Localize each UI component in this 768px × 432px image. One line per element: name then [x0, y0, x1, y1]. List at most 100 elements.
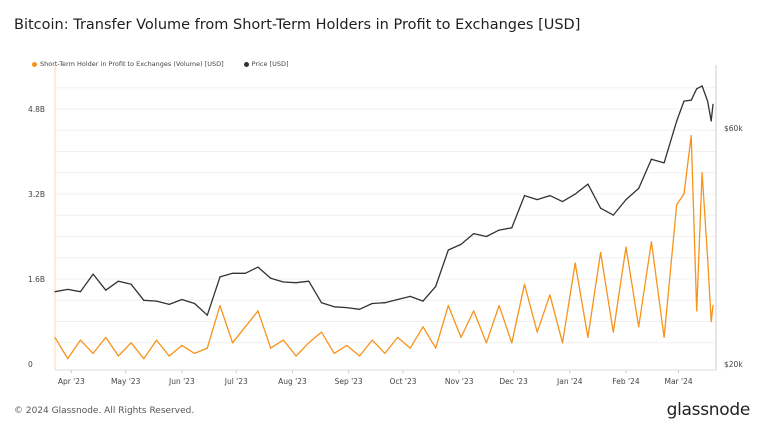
- glassnode-logo: glassnode: [666, 400, 751, 420]
- price-point: [473, 232, 475, 235]
- volume-point: [574, 262, 576, 264]
- volume-point: [523, 283, 526, 285]
- y-right-tick-label: $60k: [724, 124, 743, 133]
- price-point: [295, 282, 297, 284]
- volume-point: [295, 355, 297, 357]
- legend: Short-Term Holder in Profit to Exchanges…: [32, 60, 289, 68]
- volume-point: [67, 358, 69, 360]
- price-point: [638, 187, 640, 189]
- volume-point: [105, 336, 107, 339]
- x-tick-label: Jul '23: [224, 377, 248, 386]
- price-point: [485, 235, 488, 238]
- price-point: [498, 229, 500, 231]
- price-point: [358, 308, 361, 310]
- volume-point: [447, 304, 449, 307]
- volume-point: [561, 342, 564, 344]
- x-tick-label: Nov '23: [445, 377, 474, 386]
- price-point: [396, 298, 399, 301]
- volume-point: [333, 352, 335, 354]
- volume-point: [308, 342, 310, 344]
- volume-point: [435, 347, 437, 349]
- x-tick-label: Oct '23: [390, 377, 417, 386]
- volume-point: [54, 336, 56, 339]
- y-left-tick-label: 1.6B: [28, 275, 45, 284]
- y-left-tick-label: 4.8B: [28, 105, 45, 114]
- legend-item-volume[interactable]: Short-Term Holder in Profit to Exchanges…: [32, 60, 224, 68]
- volume-point: [498, 304, 500, 307]
- price-point: [371, 302, 373, 305]
- volume-point: [320, 331, 323, 333]
- volume-point: [257, 310, 259, 312]
- volume-point: [371, 339, 373, 341]
- volume-point: [282, 339, 284, 341]
- price-point: [625, 198, 627, 201]
- volume-point: [79, 339, 81, 341]
- x-tick-label: Apr '23: [58, 377, 85, 386]
- volume-point: [181, 344, 183, 347]
- price-point: [422, 300, 424, 302]
- volume-line: [54, 134, 714, 360]
- copyright: © 2024 Glassnode. All Rights Reserved.: [14, 406, 195, 416]
- volume-point: [143, 358, 145, 360]
- volume-point: [511, 342, 513, 344]
- price-point: [346, 307, 348, 309]
- price-point: [244, 272, 246, 274]
- volume-point: [696, 310, 698, 312]
- volume-point: [219, 304, 221, 307]
- price-point: [206, 314, 208, 316]
- price-point: [600, 207, 602, 209]
- x-tick-label: Mar '24: [664, 377, 692, 386]
- volume-point: [206, 347, 208, 349]
- price-point: [683, 100, 685, 102]
- volume-point: [536, 331, 538, 333]
- price-point: [333, 306, 335, 308]
- chart-title: Bitcoin: Transfer Volume from Short-Term…: [14, 17, 581, 33]
- price-point: [409, 295, 411, 297]
- volume-point: [422, 326, 424, 328]
- price-point: [54, 291, 56, 293]
- price-point: [663, 162, 665, 164]
- volume-point: [600, 251, 602, 254]
- price-point: [447, 249, 449, 251]
- price-point: [257, 266, 259, 268]
- price-point: [67, 288, 69, 291]
- price-point: [117, 280, 120, 282]
- price-line: [54, 85, 714, 316]
- price-point: [587, 183, 589, 185]
- volume-point: [358, 355, 361, 357]
- price-point: [536, 198, 538, 201]
- volume-point: [663, 336, 665, 339]
- price-point: [612, 214, 614, 216]
- price-point: [193, 302, 196, 305]
- volume-point: [706, 257, 709, 259]
- price-point: [270, 277, 272, 279]
- volume-point: [168, 355, 170, 357]
- volume-point: [683, 193, 685, 195]
- volume-point: [270, 347, 272, 349]
- price-point: [130, 283, 132, 285]
- price-point: [511, 227, 513, 229]
- volume-point: [155, 339, 158, 341]
- legend-item-price[interactable]: Price [USD]: [243, 60, 289, 68]
- price-point: [706, 100, 709, 102]
- volume-point: [625, 246, 627, 248]
- x-tick-label: May '23: [111, 377, 141, 386]
- price-point: [232, 272, 234, 274]
- price-point: [320, 302, 323, 304]
- volume-point: [346, 344, 348, 347]
- volume-point: [712, 304, 714, 307]
- price-point: [574, 193, 576, 195]
- price-point: [712, 103, 714, 105]
- volume-point: [587, 336, 589, 339]
- x-tick-label: Feb '24: [612, 377, 639, 386]
- volume-point: [650, 241, 652, 243]
- y-left-tick-label: 3.2B: [28, 190, 45, 199]
- volume-point: [690, 134, 692, 137]
- volume-point: [612, 331, 614, 333]
- price-point: [143, 299, 145, 301]
- price-point: [181, 298, 183, 301]
- price-point: [676, 120, 678, 122]
- x-tick-label: Aug '23: [278, 377, 307, 386]
- x-tick-label: Jun '23: [168, 377, 195, 386]
